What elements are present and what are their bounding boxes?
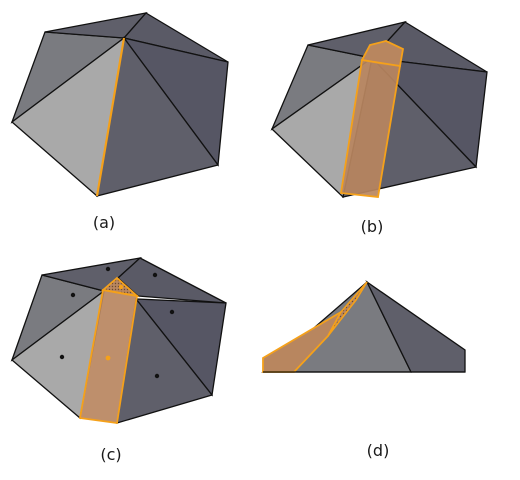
face-center-dot <box>169 309 175 315</box>
panel-a: (a) <box>10 12 229 232</box>
panel-b: (b) <box>270 20 488 236</box>
cap-edge <box>102 289 138 297</box>
face-center-dot-selected <box>118 284 124 290</box>
panel-a-label: (a) <box>93 213 115 232</box>
face-center-dot <box>59 354 65 360</box>
panel-c-label: (c) <box>100 445 121 464</box>
face-center-dot-selected <box>105 355 111 361</box>
bevel-cap-profile-selected <box>327 281 368 337</box>
face-center-dot <box>105 266 111 272</box>
panel-b-label: (b) <box>361 217 384 236</box>
selected-edge <box>95 37 126 197</box>
bevel-strip-face <box>339 58 402 198</box>
face-center-dot <box>154 373 160 379</box>
bevel-strip-profile <box>262 309 344 373</box>
panel-c: (c) <box>10 256 227 464</box>
face-center-dot <box>70 292 76 298</box>
panel-d: (d) <box>261 280 466 460</box>
panel-d-label: (d) <box>367 441 390 460</box>
face-center-dot <box>152 272 158 278</box>
